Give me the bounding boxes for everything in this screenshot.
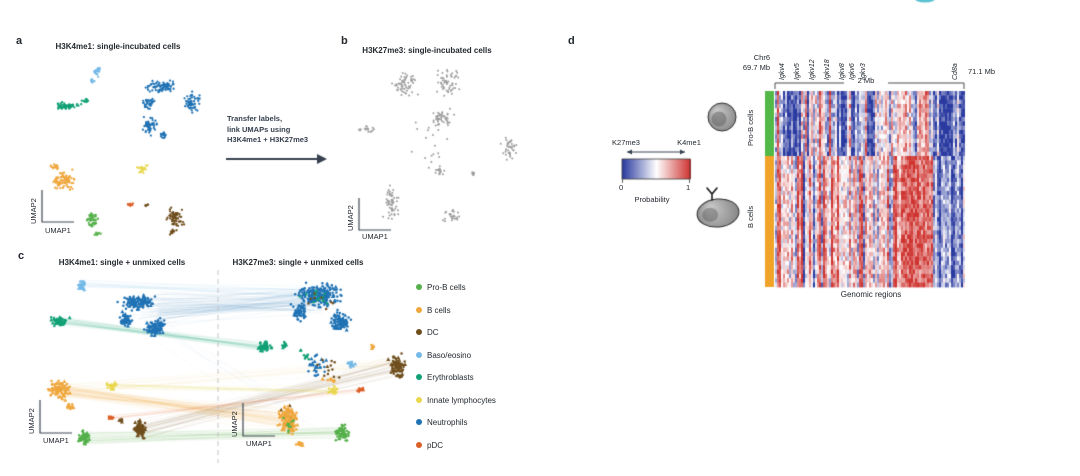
legend-dot [416,397,422,403]
legend-label: DC [427,327,439,337]
legend-dot [416,419,422,425]
legend-item-dc: DC [416,327,439,337]
legend-item-pro-b-cells: Pro-B cells [416,282,466,292]
legend-label: Baso/eosino [427,350,472,360]
colorbar-title: Probability [634,195,670,204]
colorbar-left-label: K27me3 [612,138,640,147]
legend-label: Erythroblasts [427,372,474,382]
panel-c-right-title: H3K27me3: single + unmixed cells [232,258,364,267]
legend-label: B cells [427,305,451,315]
colorbar-max-tick: 1 [686,183,691,192]
legend-dot [416,352,422,358]
gene-label: Igkv18 [824,59,832,80]
gene-label: Igkv3 [860,63,868,80]
heatmap-row-label-b-cells: B cells [746,205,755,228]
heatmap-scale-bar-label: 2 Mb [857,76,875,85]
panel-d-label: d [568,35,575,47]
legend-label: pDC [427,440,444,450]
legend-dot [416,442,422,448]
legend-label: Innate lymphocytes [427,395,496,405]
heatmap-x-axis-label: Genomic regions [840,290,902,299]
legend-item-neutrophils: Neutrophils [416,417,467,427]
panel-a-x-axis-label: UMAP1 [45,226,71,235]
colorbar-min-tick: 0 [619,183,624,192]
gene-label: Igkv8 [838,63,846,80]
panel-b-title: H3K27me3: single-incubated cells [362,46,492,55]
legend-dot [416,284,422,290]
panel-c-left-x-axis-label: UMAP1 [43,436,69,445]
legend-item-b-cells: B cells [416,305,451,315]
legend-item-innate-lymphocytes: Innate lymphocytes [416,395,496,405]
legend-dot [416,329,422,335]
transfer-arrow-text: Transfer labels, link UMAPs using H3K4me… [227,114,309,145]
colorbar-right-label: K4me1 [677,138,701,147]
legend-dot [416,307,422,313]
legend-item-pdc: pDC [416,440,443,450]
gene-label: Igkv6 [849,63,857,80]
gene-label: Cd8a [952,63,960,80]
panel-c-right-y-axis-label: UMAP2 [230,411,239,437]
gene-label: Igkv5 [793,63,801,80]
legend-item-baso-eosino: Baso/eosino [416,350,471,360]
panel-b-label: b [341,35,348,47]
panel-c-left-y-axis-label: UMAP2 [27,408,36,434]
gene-label: Igkv12 [808,59,816,80]
panel-a-y-axis-label: UMAP2 [29,198,38,224]
panel-c-label: c [18,250,25,262]
legend-label: Neutrophils [427,417,468,427]
panel-a-title: H3K4me1: single-incubated cells [55,42,181,51]
heatmap-chr-end-label: 71.1 Mb [968,67,996,76]
heatmap-chr-start-label: Chr6 69.7 Mb [742,53,770,72]
panel-c-left-title: H3K4me1: single + unmixed cells [58,258,186,267]
panel-b-y-axis-label: UMAP2 [346,205,355,231]
panel-a-label: a [16,35,23,47]
panel-b-x-axis-label: UMAP1 [362,232,388,241]
legend-dot [416,374,422,380]
panel-c-right-x-axis-label: UMAP1 [246,439,272,448]
legend-label: Pro-B cells [427,282,466,292]
heatmap-row-label-pro-b: Pro-B cells [746,109,755,146]
legend-item-erythroblasts: Erythroblasts [416,372,474,382]
gene-label: Igkv4 [778,63,786,80]
